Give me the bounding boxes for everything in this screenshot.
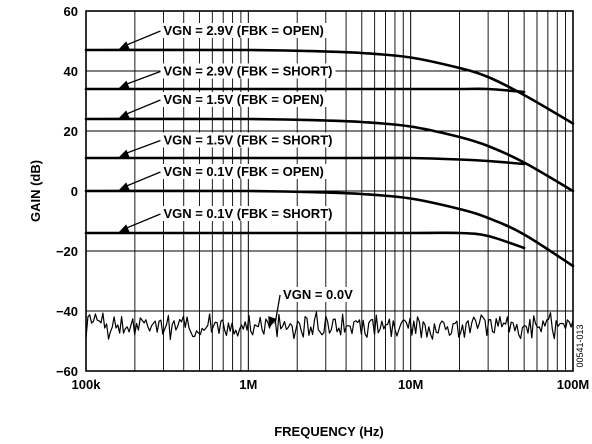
series-label-bg: [160, 23, 327, 38]
leader-arrowhead: [118, 224, 130, 233]
series-curve: [84, 48, 575, 125]
series-label-bg: [160, 206, 336, 221]
series-label: VGN = 2.9V (FBK = OPEN): [163, 23, 323, 38]
leader-arrowhead: [118, 80, 130, 89]
x-tick-label: 10M: [398, 377, 423, 392]
series-curve: [84, 189, 575, 268]
series-label-bg: [160, 132, 336, 148]
x-tick-label: 100k: [72, 377, 102, 392]
y-tick-label: 40: [64, 64, 78, 79]
series-label-bg: [160, 164, 327, 179]
series-curve: [84, 156, 526, 166]
leader-line: [123, 213, 161, 230]
y-axis-title: GAIN (dB): [28, 160, 43, 222]
curves: [84, 48, 575, 340]
series-label: VGN = 0.0V: [283, 287, 353, 302]
series-label-bg: [160, 63, 336, 79]
series-label: VGN = 1.5V (FBK = OPEN): [163, 92, 323, 107]
y-tick-label: 20: [64, 124, 78, 139]
y-tick-label: −60: [56, 364, 78, 379]
leader-line: [123, 70, 161, 86]
x-axis-title: FREQUENCY (Hz): [274, 424, 384, 439]
series-curve: [84, 117, 575, 193]
y-tick-label: 0: [71, 184, 78, 199]
series-label: VGN = 0.1V (FBK = OPEN): [163, 164, 323, 179]
series-label: VGN = 1.5V (FBK = SHORT): [163, 133, 332, 148]
leader-line: [123, 171, 161, 188]
noise-floor-trace: [85, 311, 574, 340]
y-tick-label: −20: [56, 244, 78, 259]
series-label: VGN = 0.1V (FBK = SHORT): [163, 206, 332, 221]
leader-arrowhead: [118, 149, 130, 158]
series-curve: [84, 231, 526, 250]
leader-line: [123, 99, 161, 116]
leader-arrowhead: [118, 110, 130, 119]
leader-line: [123, 139, 161, 155]
x-tick-labels: 100k 1M 10M 100M: [72, 377, 590, 392]
y-tick-labels: 60 40 20 0 −20 −40 −60: [56, 4, 78, 379]
series-curve: [84, 87, 526, 94]
x-tick-label: 1M: [239, 377, 257, 392]
leader-arrowhead: [118, 182, 130, 191]
leader-line: [123, 30, 161, 47]
y-tick-label: 60: [64, 4, 78, 19]
series-labels: VGN = 2.9V (FBK = OPEN) VGN = 2.9V (FBK =…: [118, 23, 357, 328]
series-label: VGN = 2.9V (FBK = SHORT): [163, 64, 332, 79]
leader-arrowhead: [118, 41, 130, 50]
leader-arrowhead: [268, 316, 277, 328]
series-label-bg: [280, 287, 357, 302]
figure-id: 00541-013: [575, 324, 585, 367]
series-label-bg: [160, 92, 327, 107]
x-tick-label: 100M: [557, 377, 590, 392]
y-tick-label: −40: [56, 304, 78, 319]
